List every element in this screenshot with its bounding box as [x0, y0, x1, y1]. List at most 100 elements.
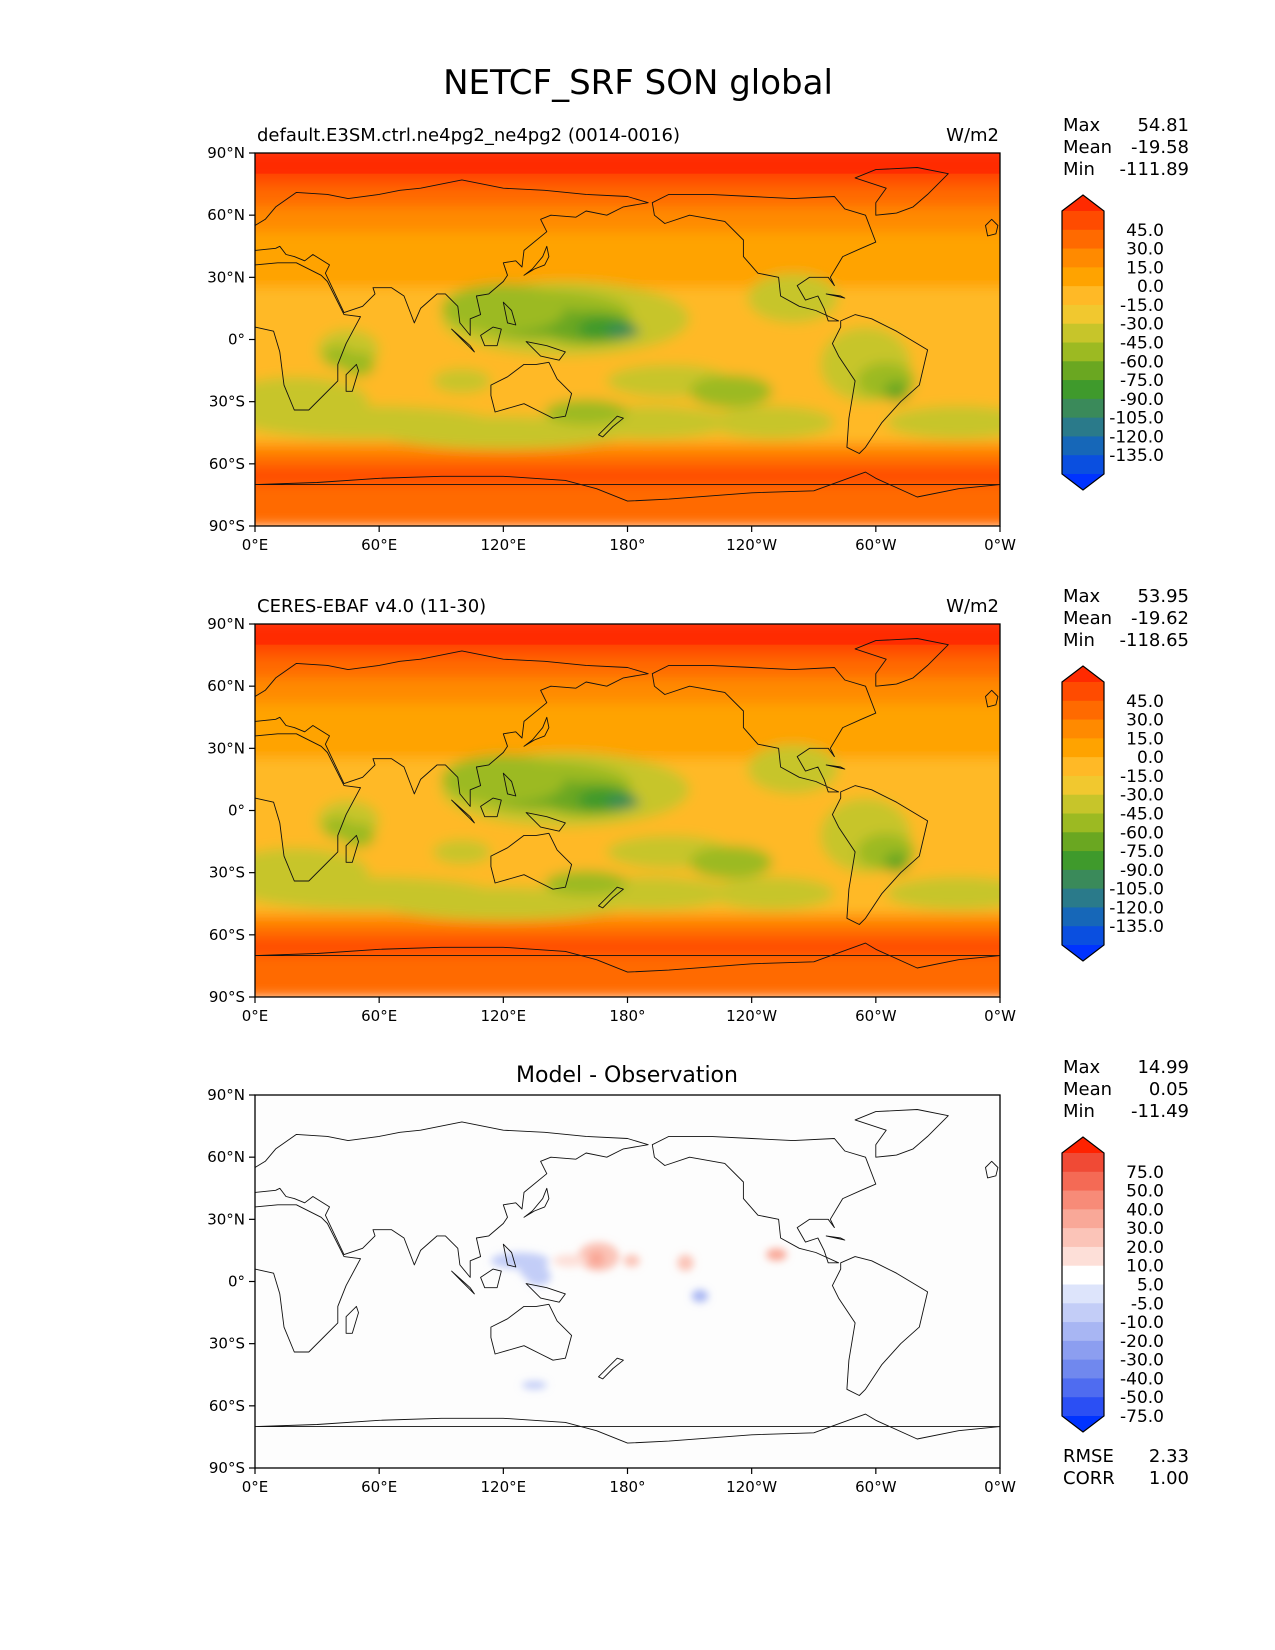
lon-tick-label: 120°W — [726, 536, 777, 554]
colorbar-tick-label: 15.0 — [1126, 258, 1164, 278]
colorbar-swatch — [1062, 851, 1104, 871]
panel-units: W/m2 — [946, 125, 999, 146]
colorbar-extend-top — [1062, 666, 1104, 682]
panel-title-left: default.E3SM.ctrl.ne4pg2_ne4pg2 (0014-00… — [257, 125, 680, 146]
lon-tick-label: 0°W — [984, 536, 1016, 554]
colorbar-tick-label: -20.0 — [1120, 1332, 1164, 1352]
lon-tick-label: 0°E — [242, 1007, 269, 1025]
colorbar-tick-label: 0.0 — [1137, 748, 1164, 768]
stat-label: Max — [1063, 115, 1101, 136]
colorbar-tick-label: -30.0 — [1120, 786, 1164, 806]
lon-tick-label: 120°W — [726, 1007, 777, 1025]
stat-label: CORR — [1063, 1468, 1115, 1489]
colorbar-swatch — [1062, 211, 1104, 231]
colorbar-swatch — [1062, 455, 1104, 475]
colorbar-swatch — [1062, 926, 1104, 946]
panel-observation: CERES-EBAF v4.0 (11-30) W/m2 90°N 60°N 30°… — [207, 586, 1189, 1025]
lat-tick-label: 30°N — [207, 739, 245, 757]
colorbar-swatch — [1062, 1340, 1104, 1361]
lon-tick-label: 180° — [609, 536, 645, 554]
map-field — [255, 624, 1000, 997]
lon-tick-label: 0°E — [242, 1478, 269, 1496]
lat-tick-label: 0° — [228, 331, 245, 349]
colorbar-tick-label: -90.0 — [1120, 861, 1164, 881]
stat-value: 1.00 — [1149, 1468, 1189, 1489]
lat-tick-label: 60°S — [209, 926, 245, 944]
lat-tick-label: 60°N — [207, 1148, 245, 1166]
colorbar: 45.030.015.00.0-15.0-30.0-45.0-60.0-75.0… — [1061, 665, 1164, 962]
colorbar-swatch — [1062, 813, 1104, 833]
colorbar-tick-label: -50.0 — [1120, 1388, 1164, 1408]
panel-model: default.E3SM.ctrl.ne4pg2_ne4pg2 (0014-00… — [207, 115, 1189, 554]
stat-label: Mean — [1063, 608, 1112, 629]
colorbar-swatch — [1062, 380, 1104, 400]
colorbar-tick-label: -120.0 — [1109, 427, 1164, 447]
colorbar-tick-label: -40.0 — [1120, 1369, 1164, 1389]
stat-value: -19.62 — [1131, 608, 1189, 629]
colorbar-tick-label: -75.0 — [1120, 371, 1164, 391]
colorbar-swatch — [1062, 1209, 1104, 1229]
lat-tick-label: 60°S — [209, 1397, 245, 1415]
stat-label: Mean — [1063, 1079, 1112, 1100]
lat-tick-label: 90°S — [209, 1459, 245, 1477]
colorbar-swatch — [1062, 248, 1104, 268]
colorbar-tick-label: -30.0 — [1120, 315, 1164, 335]
colorbar-swatch — [1062, 794, 1104, 814]
colorbar: 75.050.040.030.020.010.05.0-5.0-10.0-20.… — [1061, 1136, 1164, 1433]
lon-tick-label: 120°E — [481, 1478, 527, 1496]
colorbar-swatch — [1062, 229, 1104, 250]
colorbar-swatch — [1062, 682, 1104, 702]
lat-tick-label: 90°S — [209, 988, 245, 1006]
colorbar-tick-label: -30.0 — [1120, 1351, 1164, 1371]
stat-value: -118.65 — [1120, 630, 1189, 651]
colorbar-tick-label: -90.0 — [1120, 390, 1164, 410]
lon-tick-label: 120°E — [481, 1007, 527, 1025]
colorbar-tick-label: 10.0 — [1126, 1257, 1164, 1277]
colorbar-swatch — [1062, 888, 1104, 908]
stat-value: 53.95 — [1137, 586, 1189, 607]
lat-tick-label: 90°N — [207, 615, 245, 633]
colorbar-swatch — [1062, 869, 1104, 890]
stat-label: Min — [1063, 159, 1095, 180]
lat-tick-label: 60°N — [207, 206, 245, 224]
colorbar-tick-label: -45.0 — [1120, 334, 1164, 354]
colorbar-swatch — [1062, 719, 1104, 739]
map-field — [255, 1095, 1000, 1468]
lat-tick-label: 90°N — [207, 144, 245, 162]
stat-value: 0.05 — [1149, 1079, 1189, 1100]
colorbar-swatch — [1062, 1171, 1104, 1192]
figure-title: NETCF_SRF SON global — [443, 63, 833, 103]
lat-tick-label: 60°S — [209, 455, 245, 473]
lat-tick-label: 60°N — [207, 677, 245, 695]
colorbar-tick-label: -10.0 — [1120, 1313, 1164, 1333]
colorbar-swatch — [1062, 738, 1104, 758]
stat-value: -111.89 — [1120, 159, 1189, 180]
lon-tick-label: 120°W — [726, 1478, 777, 1496]
lon-tick-label: 60°E — [361, 536, 397, 554]
colorbar-tick-label: 15.0 — [1126, 729, 1164, 749]
colorbar-tick-label: -15.0 — [1120, 767, 1164, 787]
colorbar-swatch — [1062, 757, 1104, 777]
lon-tick-label: 60°W — [855, 1007, 897, 1025]
stat-value: 14.99 — [1137, 1057, 1189, 1078]
colorbar-tick-label: 50.0 — [1126, 1182, 1164, 1202]
colorbar-swatch — [1062, 1397, 1104, 1417]
colorbar-tick-label: -135.0 — [1109, 917, 1164, 937]
colorbar-swatch — [1062, 1190, 1104, 1210]
lon-tick-label: 60°E — [361, 1478, 397, 1496]
lat-tick-label: 30°N — [207, 268, 245, 286]
colorbar-tick-label: -75.0 — [1120, 842, 1164, 862]
colorbar-swatch — [1062, 304, 1104, 325]
stat-label: Max — [1063, 586, 1101, 607]
colorbar-extend-top — [1062, 1137, 1104, 1153]
stat-label: Mean — [1063, 137, 1112, 158]
stat-label: Max — [1063, 1057, 1101, 1078]
colorbar-swatch — [1062, 1322, 1104, 1342]
colorbar-tick-label: -105.0 — [1109, 880, 1164, 900]
colorbar-tick-label: -5.0 — [1131, 1294, 1164, 1314]
stat-label: Min — [1063, 1101, 1095, 1122]
colorbar-swatch — [1062, 775, 1104, 796]
lat-tick-label: 30°S — [209, 864, 245, 882]
colorbar-extend-top — [1062, 195, 1104, 211]
